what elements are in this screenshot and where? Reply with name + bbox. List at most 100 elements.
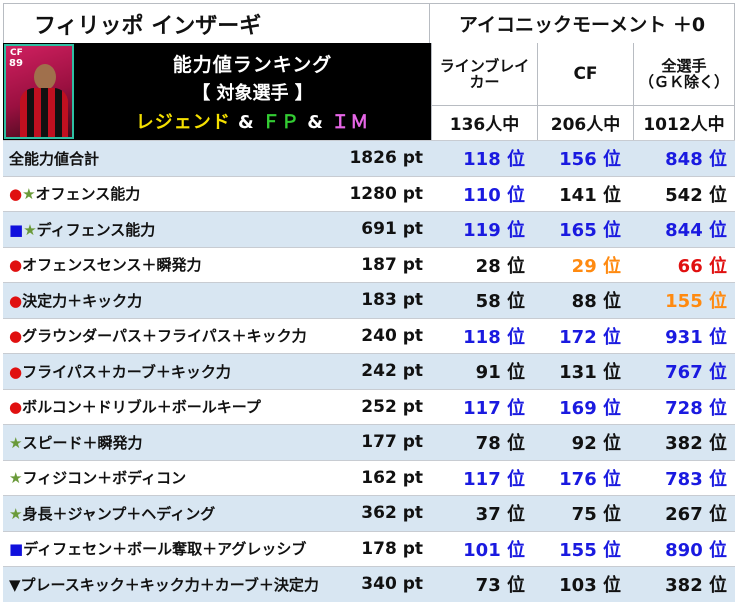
rank-value-col-2: 75 位: [571, 504, 621, 526]
rank-value-col-2: 141 位: [559, 184, 621, 206]
rank-value-col-1: 117 位: [463, 397, 525, 419]
column-player-count: 1012人中: [643, 115, 725, 135]
rank-value-col-2: 176 位: [559, 468, 621, 490]
stat-points: 240 pt: [361, 325, 423, 346]
ranking-title-main: 能力値ランキング: [172, 53, 333, 76]
rank-value-col-3: 66 位: [677, 255, 727, 277]
stat-marker-icon: ●: [9, 291, 23, 310]
table-row: ●フライパス＋カーブ＋キック力 242 pt 91 位 131 位 767 位: [3, 353, 735, 389]
card-mode-name: アイコニックモーメント ＋0: [458, 14, 706, 36]
stat-label: ★スピード＋瞬発力: [9, 433, 143, 452]
stat-marker-icon: ●: [9, 398, 23, 417]
stat-points: 362 pt: [361, 503, 423, 524]
table-row: ●ボルコン＋ドリブル＋ボールキープ 252 pt 117 位 169 位 728 位: [3, 388, 735, 425]
stat-label: ■★ディフェンス能力: [9, 220, 156, 239]
rank-value-col-1: 117 位: [463, 468, 525, 490]
rank-value-col-2: 29 位: [571, 255, 621, 277]
rank-value-col-2: 131 位: [559, 362, 621, 384]
rank-value-col-1: 110 位: [463, 184, 525, 206]
table-row: ●グラウンダーパス＋フライパス＋キック力 240 pt 118 位 172 位 931 …: [3, 317, 735, 354]
table-row: ★スピード＋瞬発力 177 pt 78 位 92 位 382 位: [3, 424, 735, 460]
ranking-header: CF 89 能力値ランキング 【 対象選手 】 レジェンド & ＦＰ & ＩＭ: [3, 43, 431, 140]
card-position: CF: [10, 48, 23, 58]
stat-marker-icon: ★: [9, 433, 23, 452]
rank-value-col-2: 172 位: [559, 326, 621, 348]
column-header-1: ラインブレイ カー 136人中: [431, 43, 537, 140]
stat-points: 242 pt: [361, 361, 423, 382]
stat-label: ●★オフェンス能力: [9, 185, 141, 204]
category-legend: レジェンド: [135, 111, 231, 133]
stat-points: 177 pt: [361, 432, 423, 453]
stat-points: 187 pt: [361, 254, 423, 275]
stat-label: ★身長＋ジャンプ＋ヘディング: [9, 504, 216, 523]
rank-value-col-1: 101 位: [463, 539, 525, 561]
rank-value-col-3: 931 位: [665, 326, 727, 348]
table-row: ■ディフェセン＋ボール奪取＋アグレッシブ 178 pt 101 位 155 位 890 …: [3, 530, 735, 567]
star-icon: ★: [22, 185, 36, 204]
category-amp-2: &: [300, 111, 332, 133]
category-fp: ＦＰ: [262, 111, 300, 133]
player-name: フィリッポ インザーギ: [4, 4, 430, 43]
table-row: ★フィジコン＋ボディコン 162 pt 117 位 176 位 783 位: [3, 459, 735, 496]
rank-value-col-3: 382 位: [665, 575, 727, 597]
stat-label: ■ディフェセン＋ボール奪取＋アグレッシブ: [9, 540, 307, 559]
stat-points: 340 pt: [361, 574, 423, 595]
stat-marker-icon: ●: [9, 362, 23, 381]
column-label: 全選手 （ＧＫ除く）: [634, 43, 734, 106]
column-player-count: 136人中: [449, 115, 520, 135]
player-portrait-kit: [20, 88, 68, 137]
stat-points: 691 pt: [361, 219, 423, 240]
table-row: ■★ディフェンス能力 691 pt 119 位 165 位 844 位: [3, 211, 735, 247]
stat-marker-icon: ■: [9, 540, 24, 559]
ranking-table: 全能力値合計 1826 pt 118 位 156 位 848 位 ●★オフェンス能力 128…: [3, 140, 735, 602]
table-row: ●★オフェンス能力 1280 pt 110 位 141 位 542 位: [3, 175, 735, 212]
rank-value-col-1: 78 位: [475, 433, 525, 455]
stat-points: 1826 pt: [349, 148, 423, 169]
table-row: ▼プレースキック＋キック力＋カーブ＋決定力 340 pt 73 位 103 位 382 …: [3, 566, 735, 602]
stat-points: 162 pt: [361, 467, 423, 488]
rank-value-col-2: 155 位: [559, 539, 621, 561]
rank-value-col-1: 73 位: [475, 575, 525, 597]
stat-label: ●フライパス＋カーブ＋キック力: [9, 362, 231, 381]
rank-value-col-2: 92 位: [571, 433, 621, 455]
stat-label: ▼プレースキック＋キック力＋カーブ＋決定力: [9, 575, 319, 594]
column-header-2: CF 206人中: [537, 43, 633, 140]
rank-value-col-1: 118 位: [463, 326, 525, 348]
rank-value-col-2: 165 位: [559, 220, 621, 242]
category-im: ＩＭ: [331, 111, 370, 133]
stat-marker-icon: ●: [9, 327, 23, 346]
stat-points: 1280 pt: [349, 183, 423, 204]
column-header-3: 全選手 （ＧＫ除く） 1012人中: [633, 43, 735, 140]
ranking-title-target: 【 対象選手 】: [192, 82, 313, 104]
stat-marker-icon: ●: [9, 256, 23, 275]
stat-points: 178 pt: [361, 538, 423, 559]
column-label: ラインブレイ カー: [432, 43, 537, 106]
title-bar: フィリッポ インザーギ アイコニックモーメント ＋0: [3, 3, 735, 43]
stat-marker-icon: ●: [9, 185, 23, 204]
table-row: ●オフェンスセンス＋瞬発力 187 pt 28 位 29 位 66 位: [3, 246, 735, 283]
rank-value-col-3: 783 位: [665, 468, 727, 490]
card-rating: 89: [9, 58, 23, 69]
stat-label: ●グラウンダーパス＋フライパス＋キック力: [9, 327, 307, 346]
rank-value-col-2: 156 位: [559, 149, 621, 171]
stat-label: ●オフェンスセンス＋瞬発力: [9, 256, 202, 275]
rank-value-col-3: 542 位: [665, 184, 727, 206]
stat-points: 252 pt: [361, 396, 423, 417]
rank-value-col-2: 103 位: [559, 575, 621, 597]
column-label: CF: [538, 43, 633, 106]
rank-value-col-3: 848 位: [665, 149, 727, 171]
table-row: ★身長＋ジャンプ＋ヘディング 362 pt 37 位 75 位 267 位: [3, 495, 735, 531]
player-portrait-head: [34, 64, 56, 90]
rank-value-col-3: 728 位: [665, 397, 727, 419]
stat-label: ★フィジコン＋ボディコン: [9, 469, 187, 488]
rank-value-col-1: 28 位: [475, 255, 525, 277]
rank-value-col-1: 118 位: [463, 149, 525, 171]
table-row: 全能力値合計 1826 pt 118 位 156 位 848 位: [3, 140, 735, 176]
stat-points: 183 pt: [361, 290, 423, 311]
star-icon: ★: [23, 220, 37, 239]
rank-value-col-1: 119 位: [463, 220, 525, 242]
rank-value-col-3: 382 位: [665, 433, 727, 455]
rank-value-col-2: 88 位: [571, 291, 621, 313]
table-row: ●決定力＋キック力 183 pt 58 位 88 位 155 位: [3, 282, 735, 318]
